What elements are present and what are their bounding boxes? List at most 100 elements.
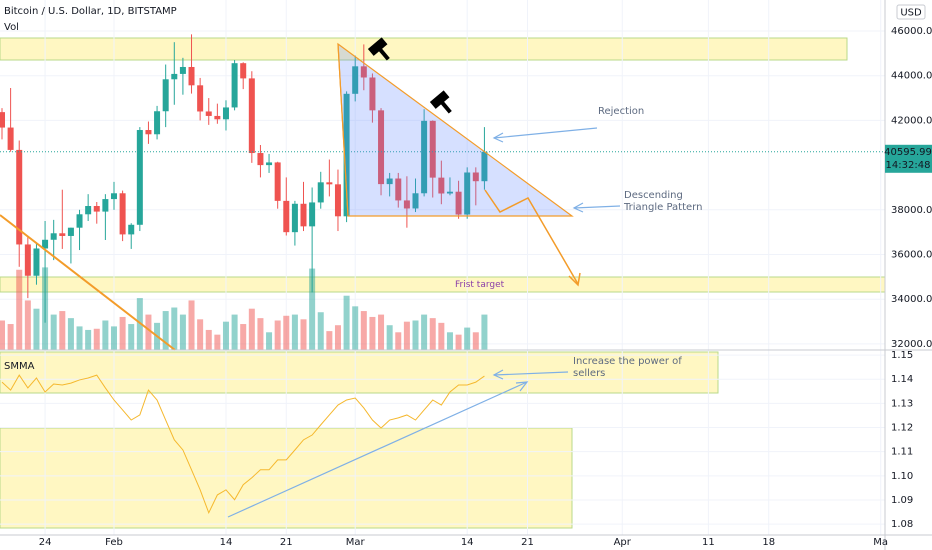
volume-bar [421,314,428,350]
volume-label: Vol [4,22,19,33]
volume-bar [248,308,255,350]
candle-body [179,66,186,74]
volume-bar [438,322,445,350]
candle-body [248,78,255,154]
volume-bar [197,319,204,350]
y-tick-label: 34000.00 [891,294,932,305]
volume-bar [352,306,359,350]
candle-body [317,182,324,203]
volume-bar [369,316,376,350]
y-tick-label: 1.10 [891,471,913,482]
volume-bar [162,311,169,350]
candle-body [214,115,221,120]
volume-bar [76,326,83,350]
y-tick-label: 42000.00 [891,115,932,126]
candle-body [136,130,143,225]
triangle-pattern [337,42,574,217]
candle-body [352,66,359,94]
volume-bar [67,318,74,350]
volume-bar [300,319,307,350]
volume-bar [231,314,238,350]
volume-bar [378,314,385,350]
candle-body [188,66,195,86]
candle-body [24,244,31,276]
arrow [573,205,621,209]
x-tick-label: 21 [280,537,293,548]
y-tick-label: 1.11 [891,447,913,458]
y-tick-label: 1.13 [891,398,913,409]
volume-bar [222,321,229,350]
volume-bar [274,320,281,350]
volume-bar [119,316,126,350]
volume-bar [102,320,109,350]
trend-line [0,214,176,351]
candle-body [334,184,341,217]
candle-body [231,63,238,108]
candle-body [197,85,204,112]
candle-body [7,127,14,150]
arrow-head [492,132,504,143]
annotation: Frist target [455,280,505,290]
volume-bar [334,325,341,350]
price-tag [885,144,932,173]
x-tick-label: 11 [702,537,715,548]
candle-body [464,172,471,215]
volume-bar [386,325,393,350]
volume-bar [343,295,350,350]
indicator-label: SMMA [4,361,35,372]
projection-path [484,189,579,285]
x-tick-label: 18 [762,537,775,548]
arrow [493,371,569,376]
volume-bar [7,324,14,350]
volume-bar [93,328,100,350]
candle-body [291,203,298,233]
currency[interactable]: USD [900,8,922,19]
candle-body [446,191,453,194]
target-zone [0,276,886,293]
y-tick-label: 1.15 [891,350,913,361]
candle-body [119,193,126,235]
volume-bar [429,318,436,350]
y-tick-label: 1.09 [891,495,913,506]
candle-body [412,193,419,209]
y-tick-label: 36000.00 [891,250,932,261]
candle-body [369,77,376,111]
candle-body [283,200,290,233]
candle-body [429,120,436,178]
candle-body [222,107,229,120]
candle-body [0,112,5,128]
volume-bar [309,268,316,350]
arrow-head [515,381,529,392]
candle-body [93,206,100,212]
candle-body [154,111,161,135]
candle-body [326,182,333,185]
chart-title: Bitcoin / U.S. Dollar, 1D, BITSTAMP [4,6,177,17]
candle-body [378,110,385,185]
candle-body [85,206,92,215]
volume-bar [50,314,57,350]
candle-body [240,63,247,79]
volume-bar [455,334,462,350]
currency-box[interactable] [896,4,926,20]
volume-bar [412,320,419,350]
volume-bar [24,300,31,350]
volume-bar [188,300,195,350]
volume-bar [85,329,92,350]
y-tick-label: 1.14 [891,374,913,385]
gavel-icon [367,37,390,61]
candle-body [128,224,135,235]
volume-bar [283,315,290,350]
candle-body [145,130,152,135]
candle-body [205,111,212,116]
volume-bar [128,324,135,350]
candle-body [300,203,307,227]
annotation: Descending Triangle Pattern [624,190,703,213]
volume-bar [266,332,273,350]
volume-bar [472,332,479,350]
volume-bar [16,269,23,350]
candle-body [395,178,402,201]
indicator-zone [0,351,719,394]
candle-body [455,191,462,215]
candle-body [386,178,393,185]
